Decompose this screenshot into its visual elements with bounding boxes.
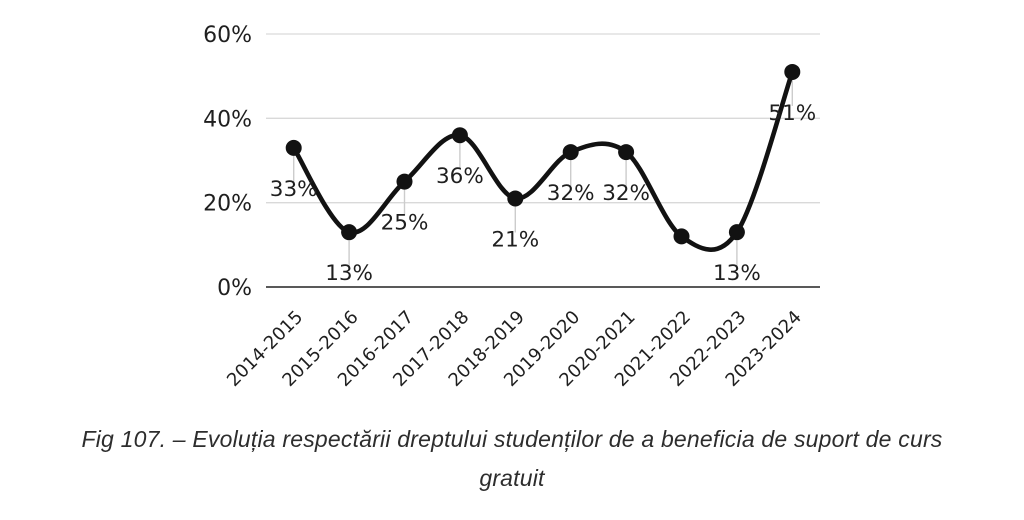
data-point [507,190,524,207]
data-label: 32% [547,181,595,206]
data-point [728,224,745,241]
figure-caption: Fig 107. – Evoluția respectării dreptulu… [0,420,1024,498]
caption-line-1: Fig 107. – Evoluția respectării dreptulu… [81,426,943,452]
data-label: 13% [325,261,373,286]
data-point [784,63,801,80]
data-point [673,228,690,245]
data-line [291,69,795,252]
data-point [451,127,468,144]
data-label: 33% [270,177,318,202]
y-tick-label: 60% [203,23,252,48]
data-label: 51% [768,101,816,126]
data-label: 25% [381,211,429,236]
y-tick-label: 20% [203,192,252,217]
data-point [341,224,358,241]
y-tick-label: 0% [217,276,252,301]
data-label: 21% [491,227,539,252]
data-label: 13% [713,261,761,286]
data-point [618,144,635,161]
data-point [396,173,413,190]
data-label: 32% [602,181,650,206]
caption-line-2: gratuit [479,465,545,491]
data-point [285,139,302,156]
line-chart: 0%20%40%60%33%13%25%36%21%32% 32%13%51%20… [203,23,820,391]
y-tick-label: 40% [203,107,252,132]
data-point [562,144,579,161]
data-label: 36% [436,164,484,189]
